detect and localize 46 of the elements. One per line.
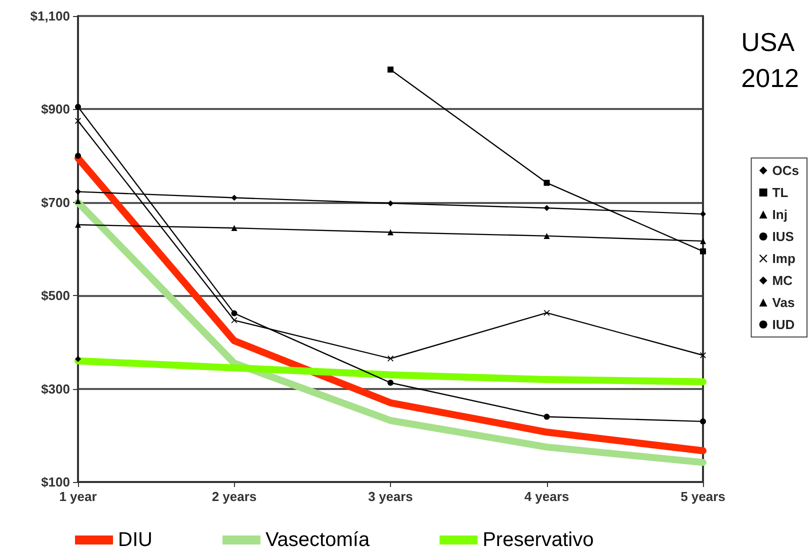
point — [388, 356, 394, 362]
point — [700, 211, 706, 218]
point — [388, 380, 394, 386]
point — [700, 238, 706, 244]
legend-label: DIU — [118, 529, 152, 551]
legend-label: Imp — [772, 251, 796, 266]
y-tick-label: $1,100 — [30, 8, 70, 24]
y-tick-label: $300 — [41, 381, 70, 396]
point — [231, 225, 238, 232]
point — [388, 66, 394, 73]
legend-label: Vas — [772, 295, 795, 310]
y-tick-label: $500 — [41, 288, 70, 304]
point — [544, 204, 550, 211]
point — [231, 310, 238, 316]
point — [231, 194, 238, 201]
point — [700, 418, 706, 424]
point — [75, 222, 81, 228]
point — [700, 248, 706, 254]
point — [388, 200, 394, 206]
legend-label: Vasectomía — [265, 529, 370, 551]
point — [544, 180, 550, 186]
y-tick-label: $900 — [41, 102, 70, 117]
x-tick-label: 1 year — [59, 489, 97, 504]
legend-label: Inj — [772, 207, 788, 222]
point — [544, 414, 550, 420]
x-tick-label: 5 years — [680, 489, 726, 504]
point — [544, 310, 550, 316]
point — [544, 232, 550, 239]
point — [75, 188, 81, 195]
y-tick-label: $700 — [41, 194, 70, 210]
legend-label: OCs — [772, 163, 800, 178]
point — [75, 152, 81, 159]
x-tick-label: 3 years — [368, 489, 413, 504]
point — [75, 356, 81, 362]
x-tick-label: 2 years — [212, 489, 257, 504]
legend-label: IUD — [772, 317, 795, 332]
text: USA 2012 — [741, 27, 800, 93]
legend-label: Preservativo — [482, 529, 594, 551]
legend-label: MC — [772, 273, 794, 288]
point — [388, 229, 394, 236]
point — [231, 317, 238, 324]
legend-label: TL — [772, 185, 788, 200]
y-tick-label: $100 — [41, 474, 70, 490]
legend-label: IUS — [772, 229, 794, 244]
x-tick-label: 4 years — [524, 489, 570, 504]
point — [75, 104, 81, 110]
